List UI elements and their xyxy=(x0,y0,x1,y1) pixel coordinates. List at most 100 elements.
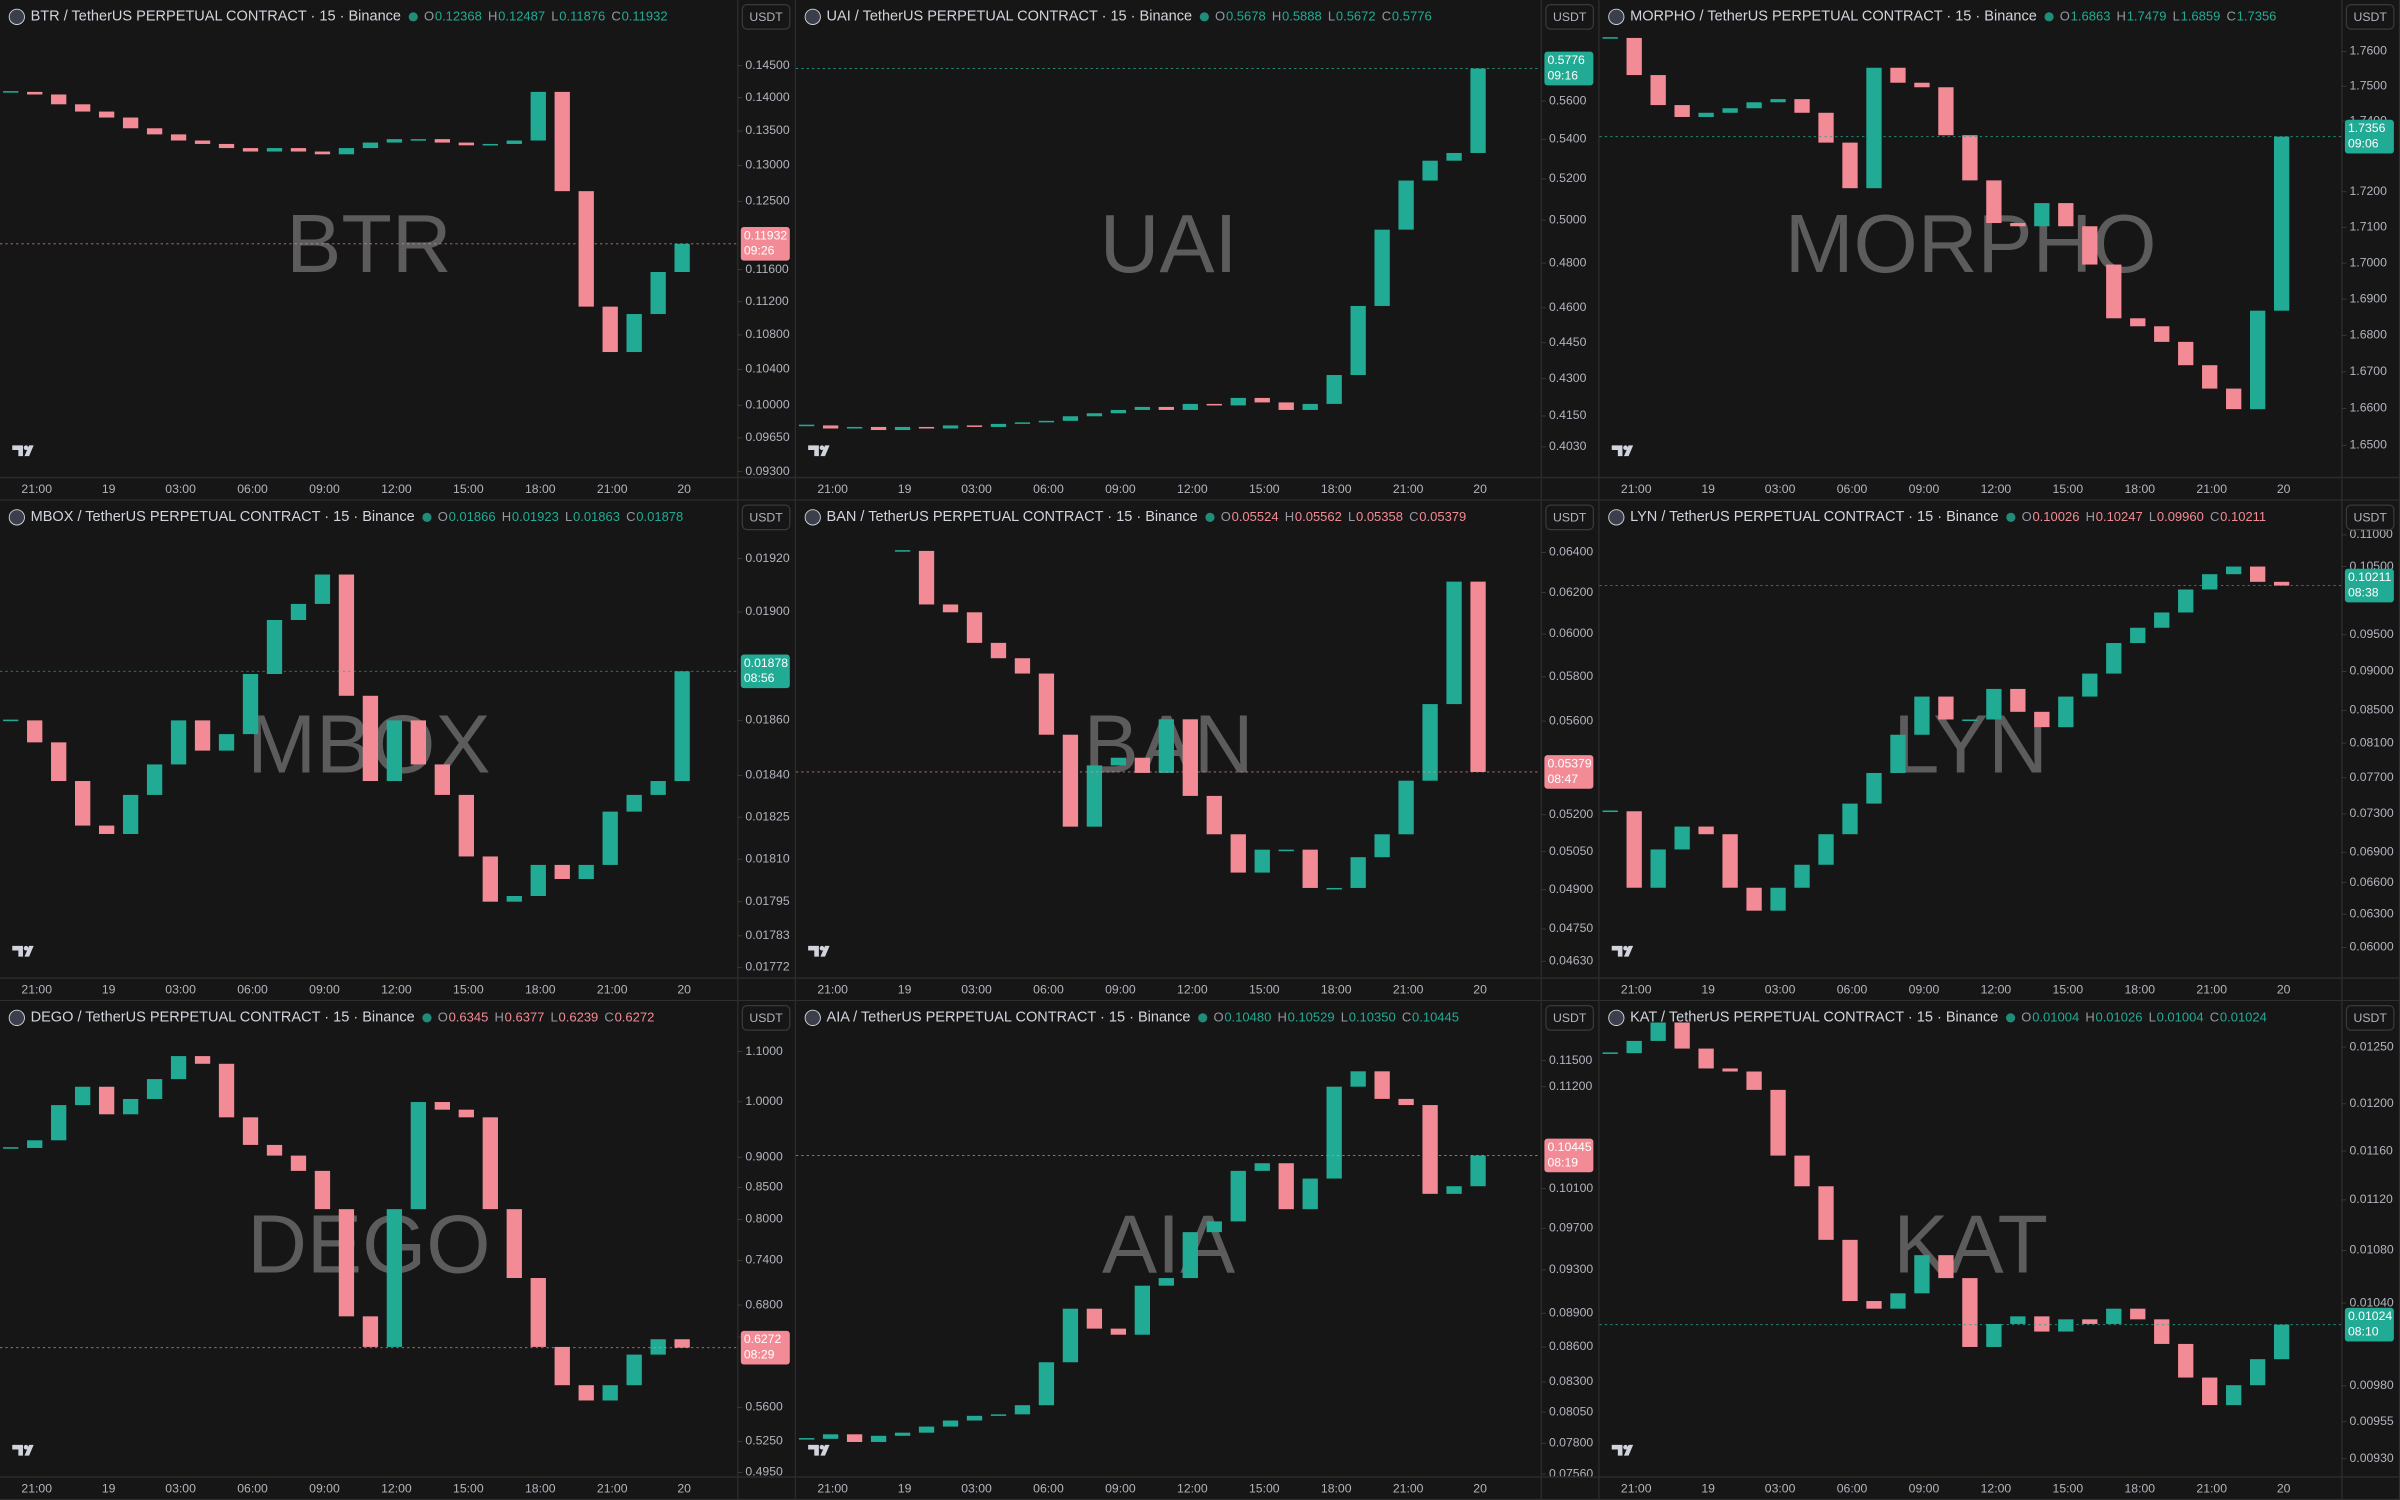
logo-shape xyxy=(808,445,830,457)
candle xyxy=(846,1434,863,1442)
candle xyxy=(1938,87,1954,136)
currency-label[interactable]: USDT xyxy=(1553,1011,1587,1025)
pane-background xyxy=(1599,500,2400,1002)
candle xyxy=(122,794,139,834)
currency-button[interactable] xyxy=(1545,1004,1594,1031)
legend-key: H xyxy=(488,8,497,23)
candle xyxy=(458,1109,474,1118)
candle xyxy=(1794,99,1810,113)
y-tick-label: 0.4450 xyxy=(1549,335,1587,349)
currency-label[interactable]: USDT xyxy=(1553,510,1587,524)
legend-value: 0.01004 xyxy=(2032,1009,2079,1024)
y-tick-label: 1.7200 xyxy=(2349,184,2387,198)
currency-button[interactable] xyxy=(2345,504,2395,531)
currency-label[interactable]: USDT xyxy=(749,510,783,524)
logo-shape xyxy=(1611,945,1634,957)
candle xyxy=(122,1098,139,1115)
time-label: 12:00 xyxy=(1177,983,1208,997)
candle xyxy=(458,142,474,146)
candle xyxy=(194,720,211,751)
candle xyxy=(1182,1232,1198,1279)
time-label: 19 xyxy=(898,482,912,496)
market-status-dot xyxy=(1205,512,1215,522)
currency-label[interactable]: USDT xyxy=(2353,10,2387,24)
candle xyxy=(1446,152,1462,161)
candle xyxy=(846,426,863,429)
candle xyxy=(506,1209,522,1279)
legend-key: O xyxy=(1221,509,1231,524)
countdown-label: 08:29 xyxy=(744,1348,775,1362)
candle xyxy=(1062,416,1079,421)
symbol-icon xyxy=(804,1009,821,1026)
time-label: 19 xyxy=(1701,1482,1715,1496)
candle xyxy=(51,1105,67,1141)
candle xyxy=(1470,1155,1486,1187)
candle xyxy=(674,671,690,782)
candle xyxy=(1326,887,1342,890)
candle xyxy=(1206,795,1222,835)
candle xyxy=(650,781,666,795)
currency-label[interactable]: USDT xyxy=(749,1011,783,1025)
y-tick-label: 0.9000 xyxy=(745,1150,783,1164)
legend-value: 0.10529 xyxy=(1288,1009,1335,1024)
last-price-tag xyxy=(2344,119,2394,154)
candle xyxy=(146,128,163,135)
currency-button[interactable] xyxy=(1545,504,1594,531)
y-tick-label: 1.7600 xyxy=(2349,44,2387,58)
plot-area xyxy=(3,574,690,902)
time-label: 09:00 xyxy=(1105,983,1136,997)
candle xyxy=(990,423,1007,427)
legend-value: 0.6272 xyxy=(615,1009,655,1024)
plot-area xyxy=(1602,37,2290,410)
time-label: 21:00 xyxy=(21,1482,52,1496)
currency-label[interactable]: USDT xyxy=(1553,10,1587,24)
y-tick-label: 0.07560 xyxy=(1549,1466,1593,1480)
candle xyxy=(1230,834,1246,873)
candle xyxy=(1602,810,1618,813)
candle xyxy=(410,1102,427,1210)
candle xyxy=(2250,1359,2266,1386)
logo-dot xyxy=(23,1444,29,1450)
currency-button[interactable] xyxy=(2345,3,2395,30)
candle xyxy=(1722,1068,1738,1072)
candle xyxy=(2250,310,2266,410)
tradingview-logo xyxy=(12,445,34,457)
currency-button[interactable] xyxy=(1545,3,1594,30)
candle xyxy=(966,1415,983,1421)
candle xyxy=(1398,1098,1414,1106)
time-label: 20 xyxy=(2277,1482,2291,1496)
time-label: 19 xyxy=(102,1482,116,1496)
tradingview-logo xyxy=(1611,945,1634,957)
legend-value: 0.10445 xyxy=(1412,1009,1459,1024)
candle xyxy=(2250,566,2266,582)
candle xyxy=(2226,566,2242,575)
candle xyxy=(1818,1186,1834,1240)
candle xyxy=(434,139,450,143)
legend-key: L xyxy=(551,1009,558,1024)
candle xyxy=(362,1316,379,1347)
currency-button[interactable] xyxy=(741,1004,791,1031)
currency-button[interactable] xyxy=(2345,1004,2395,1031)
time-label: 06:00 xyxy=(1033,983,1064,997)
candle xyxy=(1446,581,1462,705)
candle xyxy=(602,1385,618,1401)
candle xyxy=(386,720,403,782)
legend-value: 0.09960 xyxy=(2157,509,2204,524)
candle xyxy=(1890,734,1906,773)
candle xyxy=(626,1354,642,1386)
candle xyxy=(602,811,618,865)
symbol-watermark: UAI xyxy=(1100,197,1238,290)
y-tick-label: 0.05050 xyxy=(1549,844,1593,858)
currency-button[interactable] xyxy=(741,504,791,531)
currency-label[interactable]: USDT xyxy=(2353,510,2387,524)
candle xyxy=(338,148,355,155)
candle xyxy=(2058,696,2074,728)
candle xyxy=(650,272,666,315)
candle xyxy=(798,424,815,427)
market-status-dot xyxy=(422,1013,432,1023)
currency-label[interactable]: USDT xyxy=(2353,1011,2387,1025)
currency-button[interactable] xyxy=(741,3,791,30)
currency-label[interactable]: USDT xyxy=(749,10,783,24)
candle xyxy=(2202,574,2218,590)
candle xyxy=(170,1056,187,1080)
